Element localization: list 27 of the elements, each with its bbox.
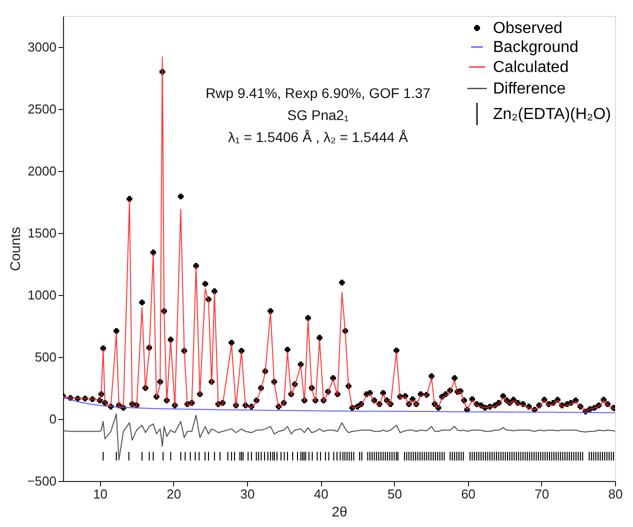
x-axis-title: 2θ xyxy=(332,504,348,520)
y-tick-label: 0 xyxy=(49,412,56,426)
x-tick-label: 80 xyxy=(608,486,623,502)
line-series xyxy=(63,414,615,460)
y-tick-label: 1000 xyxy=(28,288,56,302)
annotation: Rwp 9.41%, Rexp 6.90%, GOF 1.37 xyxy=(206,85,431,101)
y-tick-label: 2000 xyxy=(28,164,56,178)
y-tick-label: −500 xyxy=(27,474,56,488)
y-tick-label: 500 xyxy=(34,350,56,364)
legend-label: Difference xyxy=(493,80,566,98)
legend-label: Background xyxy=(493,39,578,56)
legend-label: Observed xyxy=(493,20,562,37)
x-tick-label: 30 xyxy=(240,486,255,502)
y-axis-title: Counts xyxy=(7,226,24,272)
x-tick-label: 40 xyxy=(314,486,328,502)
x-tick-label: 10 xyxy=(93,486,108,502)
y-tick-label: 1500 xyxy=(28,226,56,240)
y-tick-label: 2500 xyxy=(28,102,56,116)
x-tick-label: 60 xyxy=(461,486,476,502)
x-tick-label: 20 xyxy=(166,486,182,502)
annotation: λ₁ = 1.5406 Å , λ₂ = 1.5444 Å xyxy=(228,129,409,145)
legend-label: Calculated xyxy=(493,59,569,76)
legend-label: Zn₂(EDTA)(H₂O) xyxy=(493,106,611,123)
annotation: SG Pna2₁ xyxy=(287,107,350,123)
x-tick-label: 50 xyxy=(387,486,402,502)
y-tick-label: 3000 xyxy=(28,40,56,54)
x-tick-label: 70 xyxy=(534,486,550,502)
